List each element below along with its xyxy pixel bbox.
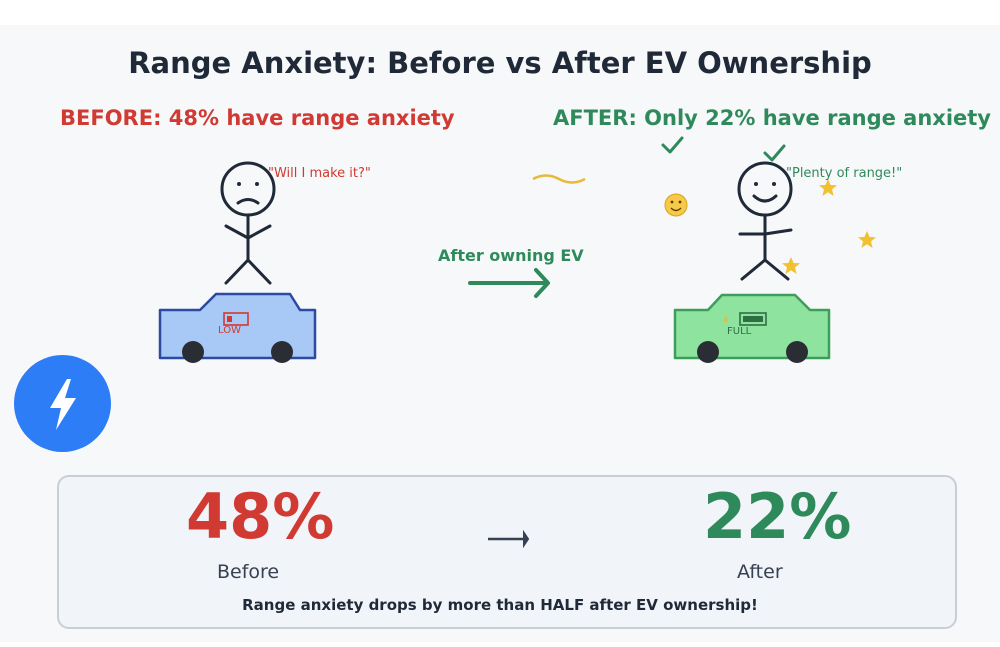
after-battery-label: FULL [727,326,752,337]
before-battery-label: LOW [218,325,241,336]
after-stick-figure [737,161,793,281]
star-icon [819,179,837,196]
charge-bolt-icon [723,316,729,325]
star-icon [858,231,876,248]
before-label: Before [217,561,280,583]
diagram-title: Range Anxiety: Before vs After EV Owners… [128,46,872,80]
checkmark-icon [763,144,786,162]
after-quote: "Plenty of range!" [786,166,903,181]
before-percentage: 48% [186,480,335,553]
checkmark-icon [661,136,684,154]
after-heading: AFTER: Only 22% have range anxiety [553,106,991,130]
transition-label: After owning EV [438,246,584,265]
app-badge[interactable] [14,355,111,452]
star-icon [782,257,800,274]
full-battery-icon [739,312,767,326]
squiggle-decoration [532,174,586,184]
after-label: After [737,561,783,583]
before-heading: BEFORE: 48% have range anxiety [60,106,455,130]
lightning-bolt-icon [50,379,76,430]
summary-box [57,475,957,629]
low-battery-icon [223,312,249,326]
after-percentage: 22% [703,480,852,553]
smiley-icon [664,193,688,217]
summary-text: Range anxiety drops by more than HALF af… [242,596,758,614]
before-quote: "Will I make it?" [268,166,371,181]
before-car [158,292,317,363]
transition-arrow-icon [468,268,550,298]
before-stick-figure [220,161,276,285]
after-car [673,293,831,363]
summary-arrow-icon [488,529,530,549]
